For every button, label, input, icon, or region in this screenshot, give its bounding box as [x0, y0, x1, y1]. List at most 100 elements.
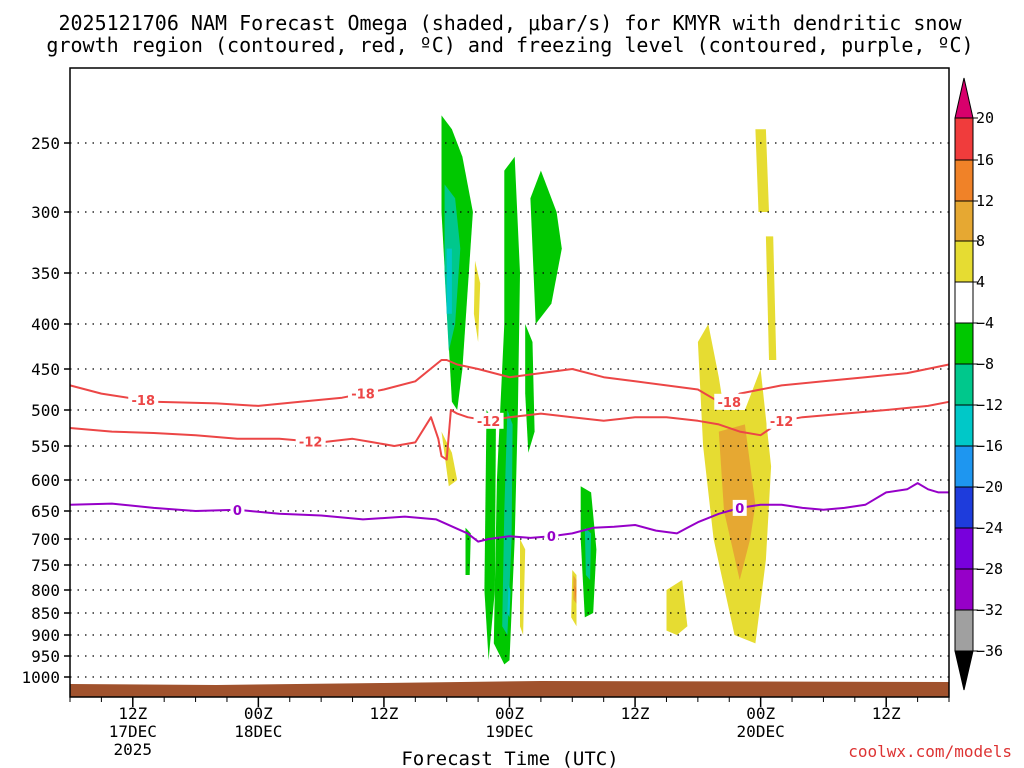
omega-region-18 — [666, 580, 688, 635]
colorbar-box-3 — [954, 240, 974, 283]
contour-label-0: 0 — [735, 502, 744, 517]
colorbar-box-1 — [954, 159, 974, 202]
y-tick-label-250: 250 — [31, 134, 60, 153]
omega-region-9 — [507, 585, 511, 618]
x-axis-label: Forecast Time (UTC) — [401, 748, 618, 768]
colorbar-box-0 — [954, 117, 974, 161]
colorbar-label--32: −32 — [976, 601, 1003, 619]
contour-label-bg — [544, 528, 559, 545]
x-tick-label: 20DEC — [737, 722, 785, 741]
omega-region-12 — [530, 170, 562, 324]
omega-region-2 — [446, 248, 452, 314]
colorbar-box-6 — [954, 363, 974, 406]
contour-label-bg — [295, 433, 326, 450]
omega-region-5 — [441, 431, 458, 487]
omega-region-6 — [465, 527, 471, 575]
omega-region-8 — [502, 410, 513, 635]
contour-label-bg — [473, 412, 504, 429]
contour-label--12: -12 — [477, 415, 501, 430]
colorbar-box-5 — [954, 322, 974, 365]
omega-region-4 — [484, 410, 496, 661]
y-tick-label-350: 350 — [31, 264, 60, 283]
omega-region-10 — [520, 539, 526, 635]
omega-region-22 — [765, 236, 777, 360]
title-line-1: 2025121706 NAM Forecast Omega (shaded, μ… — [58, 11, 962, 35]
x-tick-label: 00Z — [746, 704, 775, 723]
colorbar-label-16: 16 — [976, 151, 994, 169]
credit-text: coolwx.com/models — [848, 742, 1012, 761]
x-tick-label: 00Z — [495, 704, 524, 723]
colorbar-label--12: −12 — [976, 396, 1003, 414]
colorbar-label--8: −8 — [976, 355, 994, 373]
y-tick-label-500: 500 — [31, 401, 60, 420]
x-tick-label: 17DEC — [109, 722, 157, 741]
x-tick-label: 12Z — [118, 704, 147, 723]
contour-label--12: -12 — [770, 415, 794, 430]
colorbar-label--28: −28 — [976, 560, 1003, 578]
y-tick-label-750: 750 — [31, 556, 60, 575]
y-tick-label-400: 400 — [31, 315, 60, 334]
colorbar-label--16: −16 — [976, 437, 1003, 455]
y-tick-label-700: 700 — [31, 530, 60, 549]
colorbar-bottom-arrow — [954, 650, 974, 691]
colorbar-label-8: 8 — [976, 232, 985, 250]
y-tick-label-600: 600 — [31, 471, 60, 490]
plot-area: -18 -18 -18 -12 -12 -12 0 0 0 — [69, 68, 950, 697]
omega-region-17 — [584, 527, 592, 580]
colorbar-label-12: 12 — [976, 192, 994, 210]
x-tick-label: 12Z — [872, 704, 901, 723]
title-line-2: growth region (contoured, red, ºC) and f… — [46, 33, 973, 57]
y-tick-label-550: 550 — [31, 437, 60, 456]
y-tick-label-450: 450 — [31, 360, 60, 379]
contour-line-0 — [69, 482, 949, 543]
colorbar-box-2 — [954, 200, 974, 242]
colorbar-box-11 — [954, 568, 974, 611]
contour-label-bg — [348, 385, 378, 402]
colorbar-label-20: 20 — [976, 109, 994, 127]
omega-region-3 — [473, 260, 481, 342]
colorbar-box-7 — [954, 404, 974, 447]
x-tick-label: 12Z — [369, 704, 398, 723]
contour-label-bg — [128, 392, 159, 409]
colorbar-box-10 — [954, 527, 974, 570]
contour-label--18: -18 — [718, 396, 742, 411]
y-axis: 250 300 350 400 450 500 550 600 650 700 750 800 850 9… — [21, 134, 70, 687]
colorbar-box-12 — [954, 609, 974, 652]
x-tick-label: 19DEC — [485, 722, 533, 741]
contour-label-0: 0 — [547, 530, 556, 545]
ground-terrain — [70, 681, 949, 697]
contour-label--18: -18 — [132, 394, 156, 409]
y-tick-label-1000: 1000 — [21, 668, 60, 687]
colorbar-top-arrow — [954, 77, 974, 119]
omega-region-15 — [574, 585, 577, 600]
x-tick-label: 2025 — [114, 740, 153, 759]
contour-label-bg — [230, 501, 245, 518]
contour-label-bg — [766, 412, 797, 429]
x-tick-label: 12Z — [621, 704, 650, 723]
colorbar-label--4: −4 — [976, 314, 994, 332]
y-tick-label-650: 650 — [31, 502, 60, 521]
colorbar-label-4: 4 — [976, 273, 985, 291]
colorbar-label--36: −36 — [976, 642, 1003, 660]
colorbar-box-8 — [954, 445, 974, 488]
contour-label--18: -18 — [351, 388, 375, 403]
y-tick-label-850: 850 — [31, 604, 60, 623]
x-tick-label: 00Z — [244, 704, 273, 723]
chart-title: 2025121706 NAM Forecast Omega (shaded, μ… — [46, 11, 973, 57]
y-tick-label-900: 900 — [31, 626, 60, 645]
y-tick-label-950: 950 — [31, 647, 60, 666]
omega-region-11 — [525, 324, 535, 453]
contour-label-bg — [714, 393, 745, 410]
colorbar: 20 16 12 8 4 −4 −8 −12 −16 −20 −24 −28 −32 −36 — [954, 77, 1003, 691]
colorbar-box-9 — [954, 486, 974, 529]
contour-label-0: 0 — [233, 504, 242, 519]
contour-label-bg — [732, 499, 747, 516]
omega-region-21 — [755, 129, 769, 212]
colorbar-label--24: −24 — [976, 519, 1003, 537]
colorbar-box-4 — [954, 281, 974, 324]
contour-line--18 — [69, 359, 950, 407]
y-tick-label-300: 300 — [31, 203, 60, 222]
y-tick-label-800: 800 — [31, 581, 60, 600]
